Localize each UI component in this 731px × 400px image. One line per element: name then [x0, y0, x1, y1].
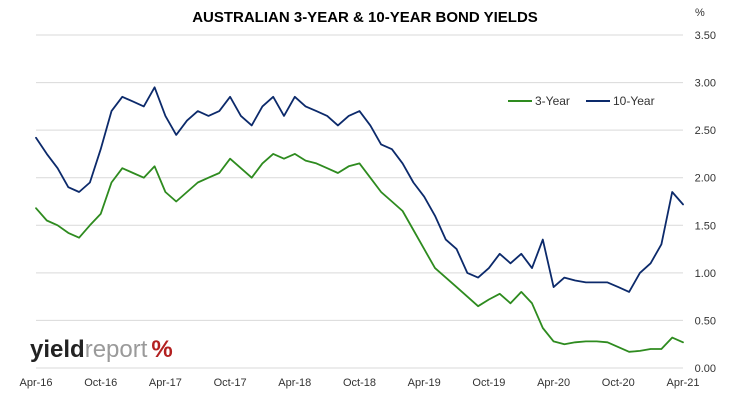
legend: 3-Year 10-Year [508, 94, 655, 108]
x-tick-label: Oct-18 [343, 377, 376, 389]
x-tick-label: Oct-16 [84, 377, 117, 389]
x-tick-label: Apr-21 [666, 377, 699, 389]
x-tick-label: Oct-19 [472, 377, 505, 389]
x-tick-label: Oct-17 [214, 377, 247, 389]
x-axis-ticks: Apr-16 Oct-16 Apr-17 Oct-17 Apr-18 Oct-18 Apr-… [19, 377, 699, 389]
series-line-3-year [35, 152, 684, 353]
x-tick-label: Oct-20 [602, 377, 635, 389]
x-tick-label: Apr-20 [537, 377, 570, 389]
y-tick-label: 0.50 [695, 315, 716, 327]
y-tick-label: 1.50 [695, 220, 716, 232]
yieldreport-logo: yieldreport% [30, 336, 173, 363]
gridlines [36, 34, 683, 369]
logo-text-yield: yield [30, 336, 85, 363]
y-tick-label: 3.00 [695, 78, 716, 90]
y-tick-label: 3.50 [695, 30, 716, 42]
x-tick-label: Apr-16 [19, 377, 52, 389]
logo-percent-sign: % [151, 336, 172, 363]
series-line-10-year [35, 86, 684, 293]
logo-text-report: report [85, 336, 148, 363]
y-axis-ticks: 0.00 0.50 1.00 1.50 2.00 2.50 3.00 3.50 [695, 30, 716, 375]
x-tick-label: Apr-19 [408, 377, 441, 389]
legend-label-10-year: 10-Year [613, 94, 655, 108]
x-tick-label: Apr-18 [278, 377, 311, 389]
svg-text:yieldreport%: yieldreport% [30, 336, 173, 363]
x-tick-label: Apr-17 [149, 377, 182, 389]
chart-title: AUSTRALIAN 3-YEAR & 10-YEAR BOND YIELDS [192, 9, 538, 26]
y-tick-label: 1.00 [695, 268, 716, 280]
y-axis-unit: % [695, 7, 705, 19]
y-tick-label: 2.00 [695, 173, 716, 185]
series-lines [35, 86, 684, 353]
y-tick-label: 0.00 [695, 363, 716, 375]
legend-label-3-year: 3-Year [535, 94, 570, 108]
y-tick-label: 2.50 [695, 125, 716, 137]
